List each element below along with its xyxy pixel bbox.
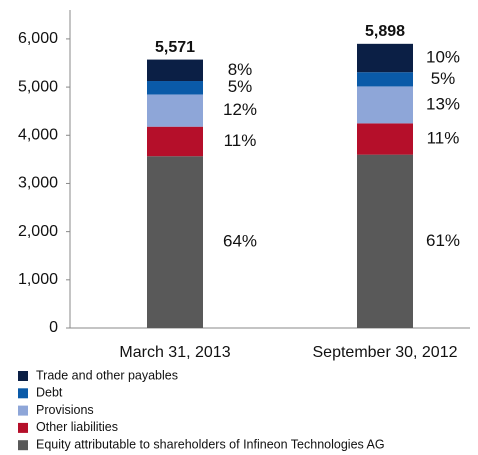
bar-segment bbox=[147, 94, 203, 127]
legend-label: Trade and other payables bbox=[36, 368, 178, 382]
segment-label: 5% bbox=[431, 69, 456, 88]
segment-label: 11% bbox=[224, 131, 257, 150]
bar-segment bbox=[357, 43, 413, 73]
y-tick-label: 6,000 bbox=[18, 30, 58, 47]
legend-swatch bbox=[18, 371, 28, 381]
legend-swatch bbox=[18, 405, 28, 416]
legend-label: Other liabilities bbox=[36, 420, 118, 434]
bar-segment bbox=[357, 86, 413, 124]
y-tick-label: 3,000 bbox=[18, 175, 58, 192]
segment-label: 61% bbox=[426, 231, 460, 250]
total-label: 5,571 bbox=[155, 39, 195, 56]
segment-label: 12% bbox=[223, 100, 257, 119]
y-tick-label: 1,000 bbox=[18, 271, 58, 288]
bar-segment bbox=[357, 154, 413, 328]
legend-swatch bbox=[18, 440, 28, 451]
bar-segment bbox=[147, 81, 203, 95]
bar-segment bbox=[147, 156, 203, 328]
segment-label: 11% bbox=[427, 128, 460, 147]
bar-segment bbox=[147, 59, 203, 82]
legend-swatch bbox=[18, 388, 28, 399]
bar-segment bbox=[357, 123, 413, 155]
legend-label: Equity attributable to shareholders of I… bbox=[36, 437, 385, 451]
segment-label: 5% bbox=[228, 77, 253, 96]
segment-label: 10% bbox=[426, 47, 460, 66]
y-tick-label: 2,000 bbox=[18, 223, 58, 240]
y-tick-label: 4,000 bbox=[18, 126, 58, 143]
legend-label: Provisions bbox=[36, 403, 94, 417]
legend-label: Debt bbox=[36, 386, 63, 400]
segment-label: 13% bbox=[426, 94, 460, 113]
x-tick-label: March 31, 2013 bbox=[119, 344, 230, 361]
segment-label: 8% bbox=[228, 60, 253, 79]
total-label: 5,898 bbox=[365, 23, 405, 40]
bar-segment bbox=[147, 126, 203, 157]
x-tick-label: September 30, 2012 bbox=[313, 344, 458, 361]
bar-segment bbox=[357, 72, 413, 87]
legend-swatch bbox=[18, 422, 28, 433]
segment-label: 64% bbox=[223, 232, 257, 251]
y-tick-label: 5,000 bbox=[18, 78, 58, 95]
y-tick-label: 0 bbox=[49, 319, 58, 336]
